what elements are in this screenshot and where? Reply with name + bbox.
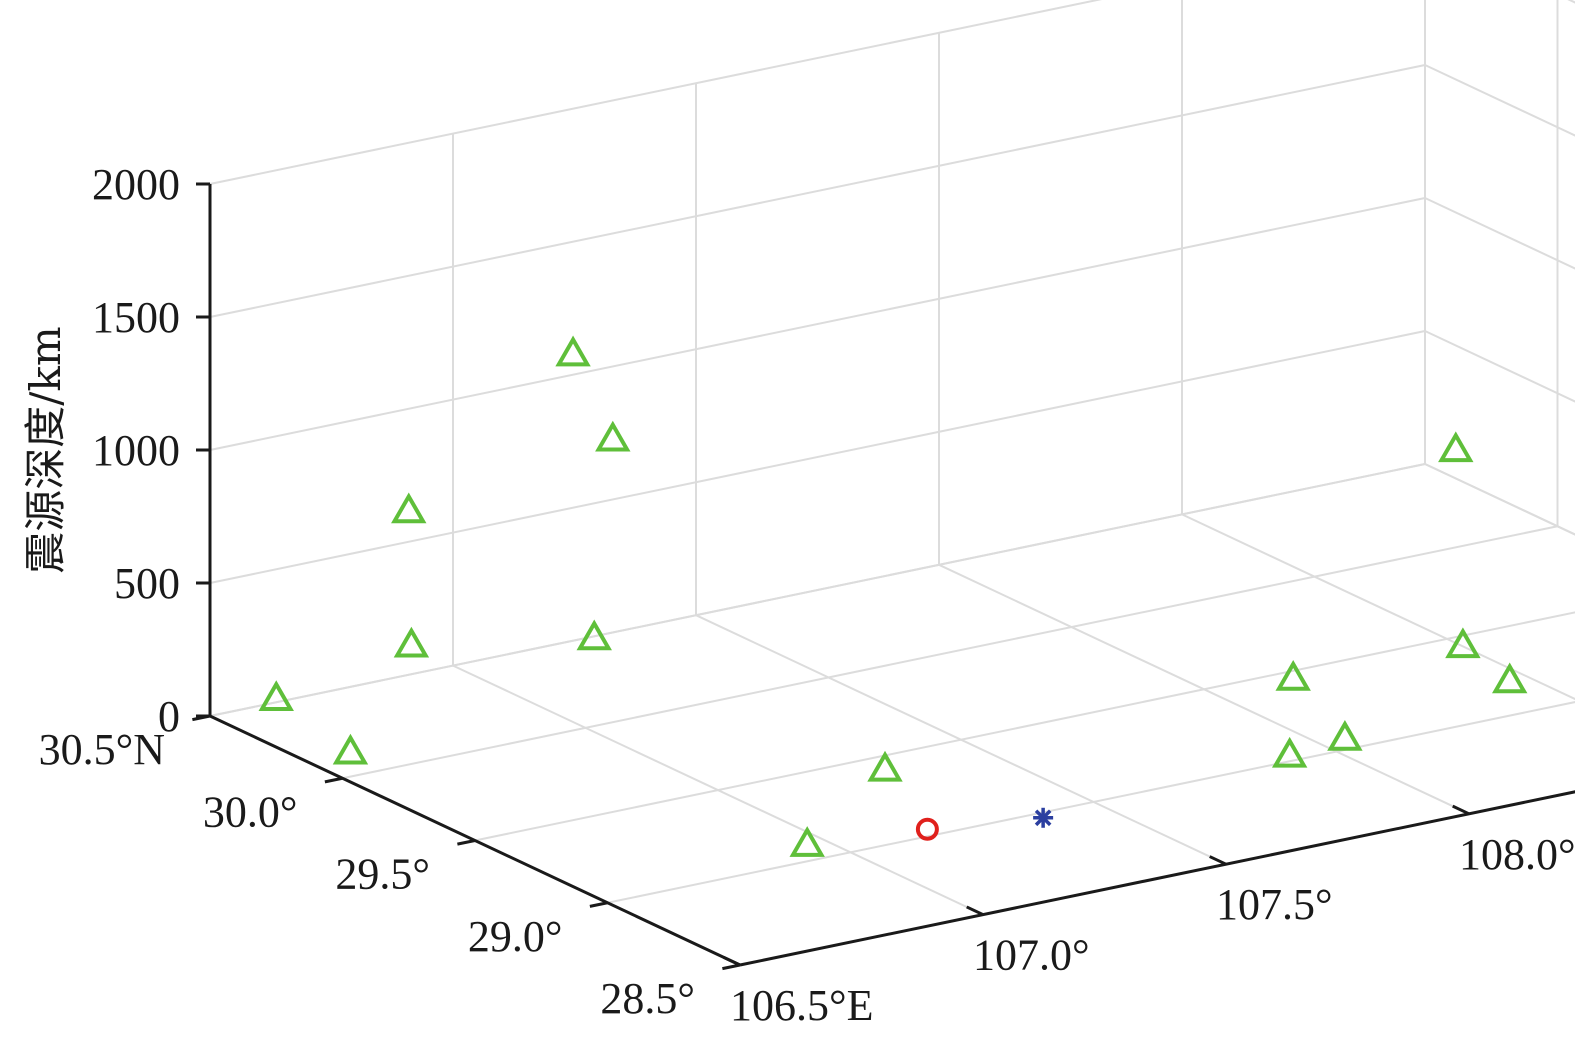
triangle-marker: [576, 619, 612, 651]
triangle-marker: [1492, 662, 1528, 694]
grid-line: [1424, 64, 1575, 137]
triangle-marker: [595, 420, 631, 452]
triangle-marker: [555, 335, 591, 367]
y-tick-label: 28.5°: [600, 974, 695, 1023]
grid-line: [739, 790, 1575, 966]
tick-marks: [192, 182, 1470, 971]
triangle-marker: [1271, 736, 1308, 768]
triangle-marker: [1445, 627, 1481, 659]
y-tick: [324, 776, 343, 784]
triangle-marker: [391, 492, 427, 524]
y-tick: [192, 714, 211, 722]
triangle-marker: [332, 733, 369, 765]
grid-line: [209, 64, 1426, 318]
grid-line: [209, 330, 1426, 584]
grid-line: [209, 463, 1426, 717]
asterisk-marker: [1033, 807, 1054, 828]
triangle-marker: [867, 750, 903, 782]
triangle-marker: [393, 626, 430, 658]
triangle-marker: [789, 826, 825, 857]
z-tick-label: 1000: [92, 426, 180, 475]
triangle-marker: [1327, 720, 1363, 751]
z-tick-label: 2000: [92, 160, 180, 209]
z-axis-label: 震源深度/km: [21, 326, 70, 573]
y-tick: [589, 901, 608, 908]
grid-line: [1424, 330, 1575, 403]
y-tick: [722, 963, 741, 971]
grid-line: [209, 197, 1426, 451]
asterisk-stroke: [1034, 809, 1052, 827]
x-tick: [1209, 855, 1227, 866]
y-tick-label: 30.0°: [203, 787, 298, 836]
grid-lines: [209, 0, 1575, 966]
y-tick: [457, 839, 476, 846]
grid-line: [474, 611, 1575, 842]
grid-line: [1424, 463, 1575, 536]
z-tick-label: 500: [114, 559, 180, 608]
grid-line: [1181, 513, 1575, 701]
z-tick-label: 1500: [92, 293, 180, 342]
grid-line: [209, 0, 1103, 185]
x-tick-label: 106.5°E: [730, 981, 873, 1030]
x-axis-line: [739, 790, 1575, 967]
x-tick-label: 107.0°: [973, 931, 1090, 980]
grid-line: [1567, 0, 1575, 4]
grid-line: [607, 701, 1575, 904]
triangle-marker: [1438, 431, 1474, 463]
y-tick-label: 30.5°N: [39, 725, 165, 774]
z-tick-label: 0: [158, 692, 180, 741]
x-tick: [1452, 804, 1470, 816]
triangle-marker: [1275, 659, 1311, 691]
tick-labels: 0 500 1000 1500 2000 28.5° 29.0° 29.5° 30.0° 30.5…: [39, 160, 1575, 1030]
x-tick: [723, 955, 741, 967]
x-tick: [966, 905, 984, 916]
circle-marker: [915, 817, 939, 841]
grid-line: [1424, 197, 1575, 270]
y-tick-label: 29.5°: [335, 850, 430, 899]
x-tick-label: 107.5°: [1216, 880, 1333, 929]
y-tick-label: 29.0°: [468, 912, 563, 961]
data-markers: [258, 335, 1528, 857]
triangle-marker: [258, 680, 294, 711]
grid-line: [1424, 463, 1575, 536]
grid-line: [342, 525, 1558, 780]
x-tick-label: 108.0°: [1459, 830, 1575, 879]
